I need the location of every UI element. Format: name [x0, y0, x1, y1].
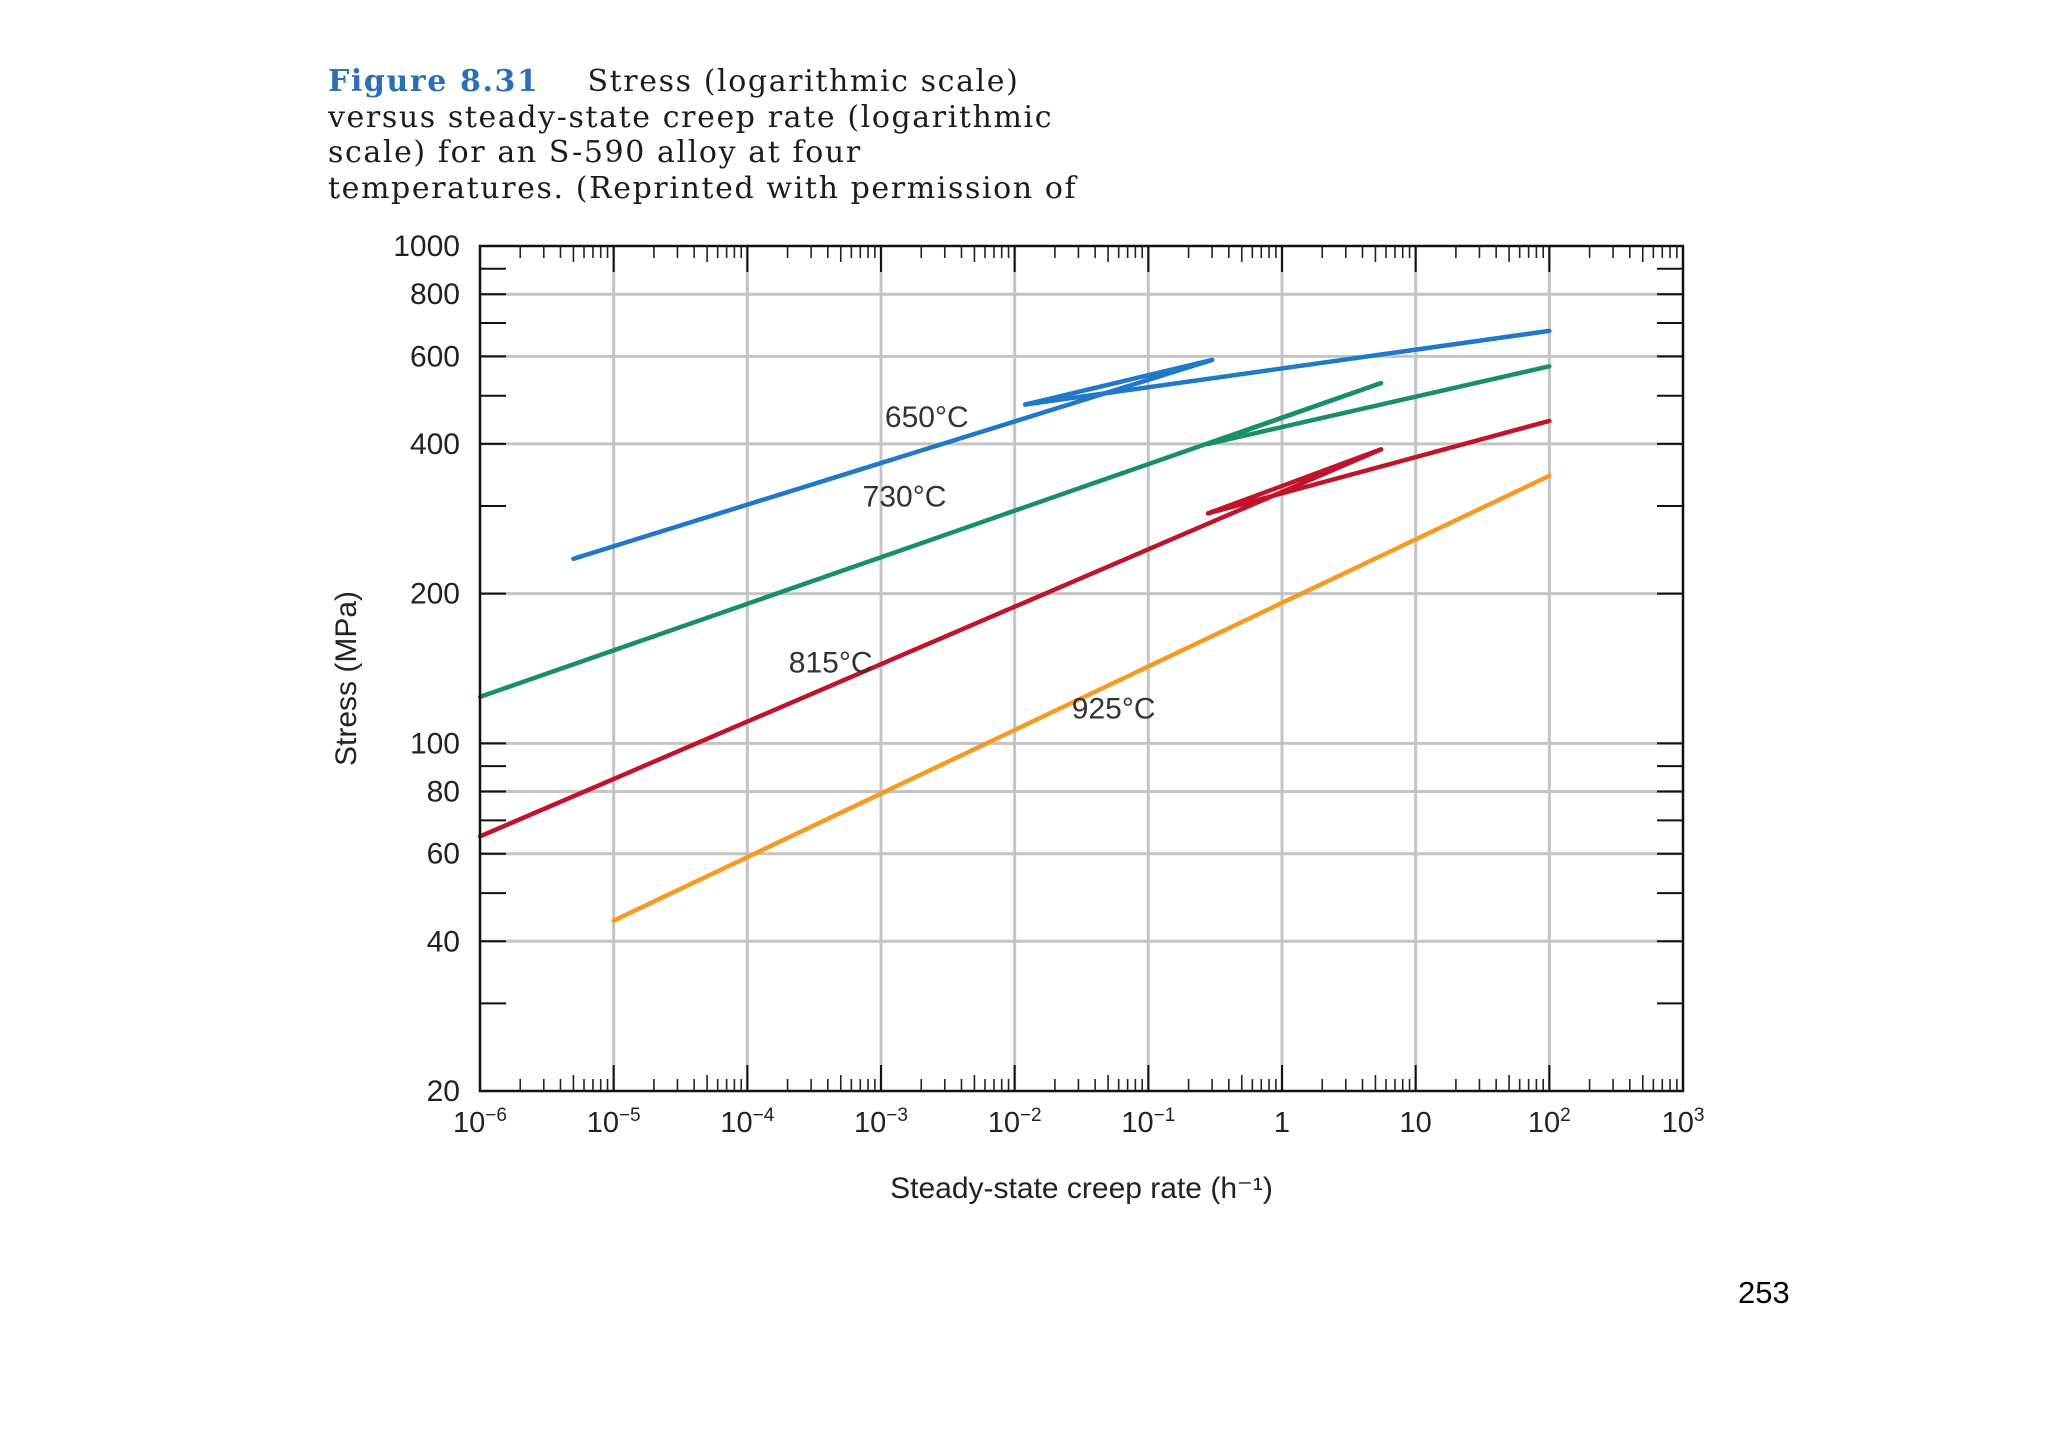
- y-tick-label: 80: [427, 776, 460, 809]
- x-tick-label: 10−5: [587, 1105, 641, 1139]
- series-label-1: 650°C: [885, 401, 969, 434]
- series-extension-2: [1205, 364, 1552, 447]
- x-tick-label: 102: [1528, 1105, 1571, 1139]
- series-line-3: [477, 447, 1384, 839]
- series-arrow-1: [1023, 357, 1215, 407]
- caption-line-4: temperatures. (Reprinted with permission…: [328, 170, 1078, 206]
- x-tick-label: 10−6: [453, 1105, 507, 1139]
- y-tick-label: 1000: [393, 230, 460, 263]
- y-tick-label: 800: [410, 278, 460, 311]
- plot-frame: [478, 244, 1685, 1093]
- series-arrow-3: [1205, 447, 1384, 516]
- x-tick-label: 10−1: [1121, 1105, 1175, 1139]
- y-tick-label: 60: [427, 838, 460, 871]
- caption-text-1: Stress (logarithmic scale): [587, 64, 1020, 99]
- figure-caption: Figure 8.31 Stress (logarithmic scale) ve…: [328, 64, 1488, 206]
- series-layer: [477, 328, 1552, 923]
- y-tick-label: 100: [410, 727, 460, 760]
- x-tick-label: 10: [1400, 1107, 1432, 1139]
- y-tick-label: 400: [410, 428, 460, 461]
- series-arrow-2: [1205, 380, 1384, 447]
- x-tick-label: 10−3: [854, 1105, 908, 1139]
- tick-layer: [479, 245, 1684, 1092]
- y-tick-label: 20: [427, 1075, 460, 1108]
- caption-line-1: Figure 8.31 Stress (logarithmic scale): [328, 64, 1488, 100]
- x-tick-label: 1: [1274, 1107, 1290, 1139]
- caption-line-2: versus steady-state creep rate (logarith…: [328, 99, 1054, 135]
- page-number: 253: [1738, 1275, 1790, 1310]
- series-line-4: [611, 473, 1552, 923]
- x-axis-title: Steady-state creep rate (h⁻¹): [890, 1172, 1273, 1205]
- y-tick-label: 200: [410, 578, 460, 611]
- x-tick-label: 10−4: [720, 1105, 774, 1139]
- label-layer: 10−6 10−5 10−4 10−3 10−2 10−1 1 10 102 103 20 40 60 8…: [393, 230, 1704, 1139]
- series-extension-1: [1023, 328, 1552, 407]
- y-tick-label: 40: [427, 925, 460, 958]
- figure-number: Figure 8.31: [328, 64, 540, 99]
- grid-layer: [480, 246, 1683, 1091]
- caption-line-3: scale) for an S-590 alloy at four: [328, 135, 862, 170]
- series-label-2: 730°C: [863, 481, 947, 514]
- y-tick-label: 600: [410, 340, 460, 373]
- series-label-3: 815°C: [789, 647, 873, 680]
- series-extension-3: [1205, 418, 1552, 516]
- series-label-4: 925°C: [1072, 693, 1156, 726]
- y-axis-title: Stress (MPa): [330, 591, 363, 766]
- x-tick-label: 103: [1662, 1105, 1705, 1139]
- x-tick-label: 10−2: [988, 1105, 1042, 1139]
